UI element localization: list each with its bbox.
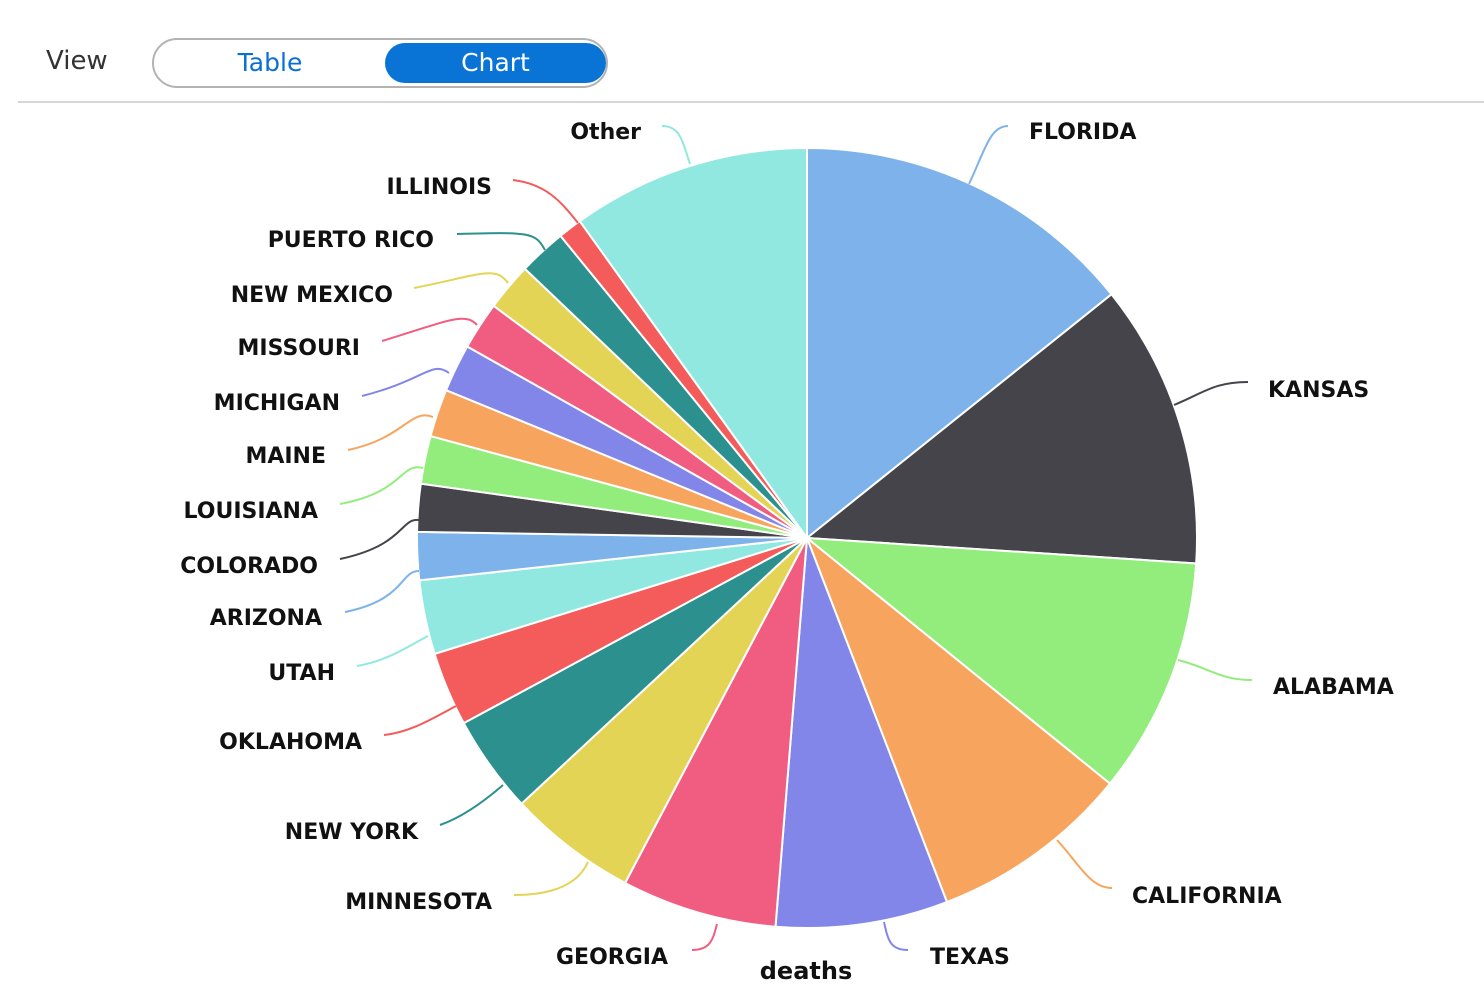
connector-puerto-rico	[456, 232, 546, 251]
connector-missouri	[381, 317, 478, 342]
connector-kansas	[1173, 381, 1249, 406]
connector-oklahoma	[383, 705, 457, 736]
connector-illinois	[512, 179, 579, 224]
connector-utah	[356, 635, 429, 667]
label-connectors	[339, 125, 1253, 951]
slice-label-michigan: MICHIGAN	[214, 391, 340, 416]
slice-label-colorado: COLORADO	[180, 554, 318, 579]
connector-arizona	[344, 570, 420, 613]
chart-view-button[interactable]: Chart	[385, 43, 606, 83]
view-toggle: Table Chart	[152, 38, 608, 88]
connector-alabama	[1177, 659, 1253, 681]
pie-slice-alabama[interactable]	[803, 536, 1198, 785]
slice-label-kansas: KANSAS	[1268, 378, 1369, 403]
measure-title: deaths	[760, 957, 853, 985]
pie-slice-other[interactable]	[578, 146, 808, 542]
slice-label-georgia: GEORGIA	[556, 945, 668, 970]
toolbar-divider	[18, 101, 1484, 103]
slice-label-arizona: ARIZONA	[210, 606, 322, 631]
view-label: View	[46, 46, 108, 76]
pie-slice-california[interactable]	[804, 534, 1112, 904]
view-toolbar: View Table Chart	[0, 0, 1484, 104]
slice-label-alabama: ALABAMA	[1273, 675, 1394, 700]
slice-label-california: CALIFORNIA	[1132, 884, 1282, 909]
pie-slice-texas[interactable]	[774, 537, 949, 930]
slice-label-puerto-rico: PUERTO RICO	[268, 228, 434, 253]
connector-new-york	[439, 784, 504, 826]
connector-colorado	[339, 518, 420, 560]
connector-louisiana	[339, 466, 424, 505]
connector-california	[1056, 839, 1113, 889]
pie-slices	[416, 146, 1198, 930]
slice-label-utah: UTAH	[268, 661, 335, 686]
slice-label-louisiana: LOUISIANA	[184, 499, 318, 524]
slice-label-minnesota: MINNESOTA	[345, 890, 492, 915]
slice-label-other: Other	[570, 120, 641, 145]
slice-label-texas: TEXAS	[930, 945, 1010, 970]
connector-georgia	[691, 923, 718, 951]
slice-label-new-york: NEW YORK	[285, 820, 419, 845]
slice-labels: FLORIDA KANSAS ALABAMA CALIFORNIA TEXAS GEORG…	[180, 120, 1394, 970]
connector-texas	[883, 921, 909, 951]
connector-florida	[968, 125, 1009, 185]
connector-other	[661, 125, 691, 165]
slice-label-illinois: ILLINOIS	[386, 175, 492, 200]
slice-label-oklahoma: OKLAHOMA	[219, 730, 362, 755]
connector-maine	[347, 414, 434, 451]
slice-label-florida: FLORIDA	[1029, 120, 1136, 145]
slice-label-maine: MAINE	[245, 444, 326, 469]
connector-michigan	[361, 367, 450, 397]
pie-slice-kansas[interactable]	[804, 292, 1198, 565]
connector-minnesota	[513, 861, 589, 896]
pie-slice-florida[interactable]	[806, 146, 1113, 541]
slice-label-new-mexico: NEW MEXICO	[231, 283, 393, 308]
connector-new-mexico	[413, 272, 509, 289]
pie-slice-georgia[interactable]	[623, 537, 808, 928]
table-view-button[interactable]: Table	[237, 48, 303, 77]
slice-label-missouri: MISSOURI	[238, 336, 360, 361]
